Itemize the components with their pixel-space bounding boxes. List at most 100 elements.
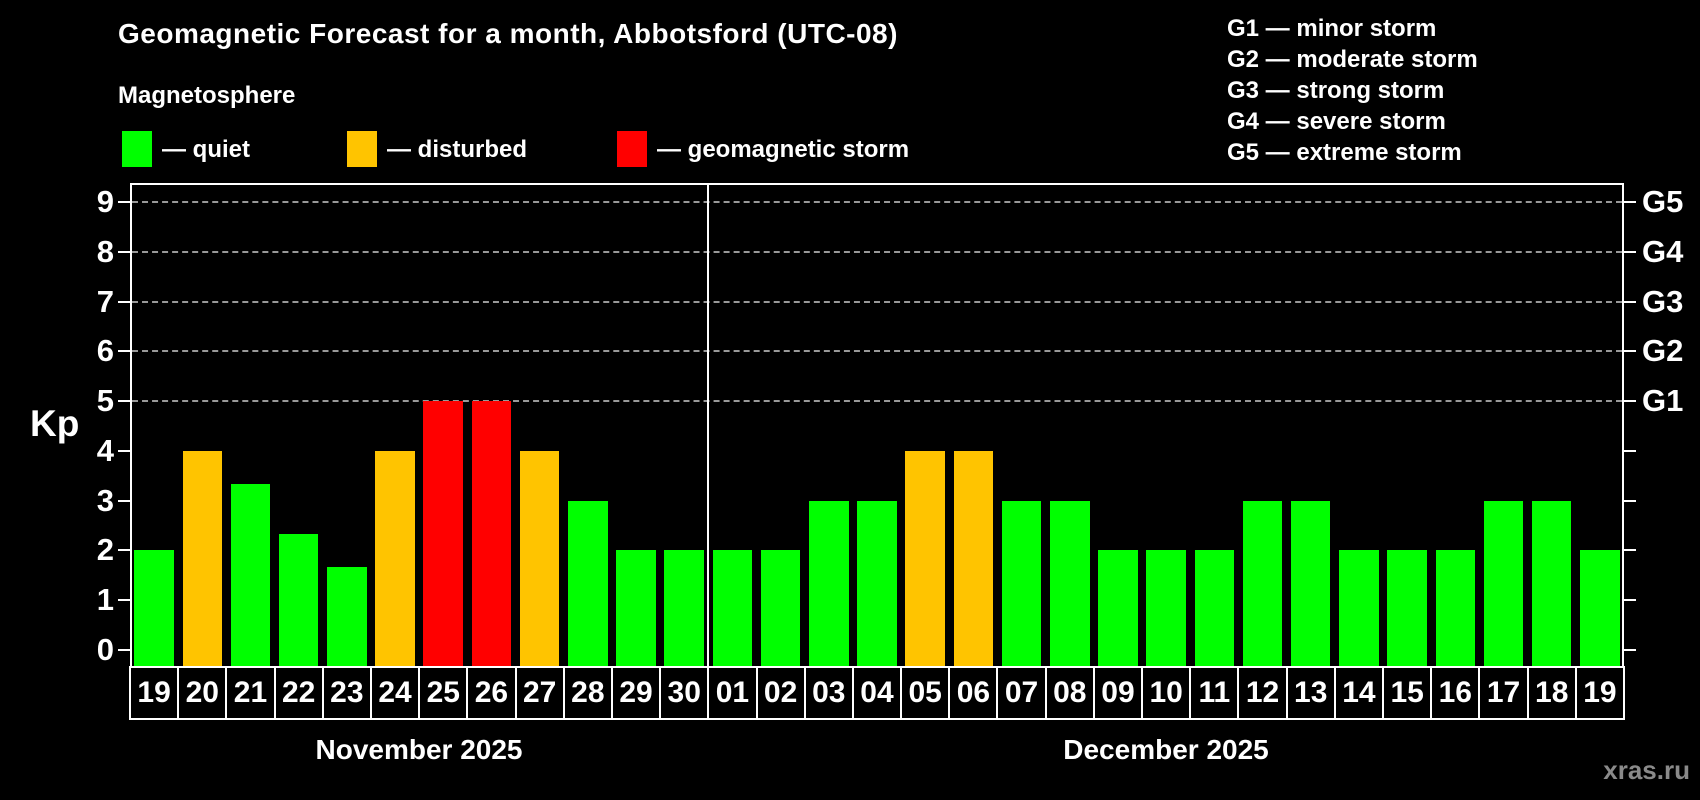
g-axis-tick [1624, 549, 1636, 552]
day-label: 04 [851, 666, 903, 720]
day-label: 13 [1285, 666, 1336, 720]
day-label: 28 [562, 666, 613, 720]
y-axis-tick [118, 300, 130, 303]
y-axis-tick [118, 599, 130, 602]
y-axis-title: Kp [30, 403, 80, 444]
kp-bar [809, 500, 849, 666]
y-axis-tick [118, 350, 130, 353]
g-axis-tick [1624, 599, 1636, 602]
kp-bar [760, 550, 801, 666]
y-axis-label: 6 [96, 333, 114, 369]
kp-bar [1194, 550, 1235, 666]
day-label: 23 [321, 666, 372, 720]
g-scale-item: G1 — minor storm [1227, 15, 1437, 42]
kp-bar [616, 550, 656, 666]
y-axis-tick [118, 400, 130, 403]
y-axis-label: 1 [96, 582, 114, 618]
g-axis-tick [1624, 350, 1636, 353]
g-axis-label: G4 [1642, 233, 1684, 269]
day-label: 19 [129, 666, 180, 720]
kp-bar [1001, 500, 1042, 666]
gridline [132, 350, 1622, 353]
y-axis-tick [118, 499, 130, 502]
kp-bar [1483, 500, 1524, 666]
g-scale-item: G2 — moderate storm [1227, 46, 1478, 73]
kp-bar [1387, 550, 1427, 666]
chart-title: Geomagnetic Forecast for a month, Abbots… [118, 18, 898, 49]
kp-bar [1435, 550, 1476, 666]
g-axis-label: G2 [1642, 333, 1684, 369]
day-label: 02 [755, 666, 806, 720]
day-label: 16 [1430, 666, 1481, 720]
y-axis-label: 5 [96, 383, 114, 419]
kp-bar [327, 566, 367, 666]
g-axis-tick [1624, 649, 1636, 651]
kp-bar [1242, 500, 1283, 666]
storm-swatch-icon [617, 131, 647, 167]
kp-bar [230, 484, 271, 666]
day-label: 09 [1092, 666, 1144, 720]
kp-bar [1290, 500, 1331, 666]
day-label: 20 [177, 666, 228, 720]
kp-bar [1580, 550, 1620, 666]
y-axis-tick [118, 549, 130, 552]
watermark: xras.ru [1603, 755, 1690, 785]
gridline [132, 300, 1622, 303]
storm-legend-label: — geomagnetic storm [657, 136, 910, 163]
day-label: 05 [900, 666, 951, 720]
g-axis-tick [1624, 449, 1636, 452]
y-axis-tick [118, 250, 130, 253]
kp-bar [1146, 550, 1186, 666]
kp-bar [664, 550, 704, 666]
day-label: 19 [1574, 666, 1625, 720]
status-legend: — quiet — disturbed — geomagnetic storm [0, 131, 1100, 169]
day-label: 14 [1333, 666, 1385, 720]
day-label: 24 [369, 666, 421, 720]
y-axis-label: 7 [96, 283, 114, 319]
kp-bar [568, 500, 608, 666]
day-label: 01 [707, 666, 758, 720]
y-axis-tick [118, 449, 130, 452]
day-label: 25 [418, 666, 469, 720]
kp-bar [1531, 500, 1572, 666]
kp-bar [1339, 550, 1379, 666]
disturbed-legend-label: — disturbed [387, 136, 528, 163]
day-label: 29 [610, 666, 662, 720]
day-label: 17 [1478, 666, 1529, 720]
kp-bar [905, 450, 945, 666]
day-label: 06 [948, 666, 999, 720]
magnetosphere-label: Magnetosphere [118, 82, 296, 109]
quiet-swatch-icon [122, 131, 152, 167]
g-axis-tick [1624, 499, 1636, 502]
y-axis-label: 0 [96, 632, 114, 667]
kp-bar [1098, 550, 1138, 666]
g-axis-label: G3 [1642, 283, 1684, 319]
kp-bar [134, 550, 174, 666]
quiet-legend-label: — quiet [162, 136, 250, 163]
kp-bar [375, 450, 415, 666]
g-axis-label: G5 [1642, 184, 1684, 219]
gridline [132, 250, 1622, 253]
g-scale-item: G4 — severe storm [1227, 108, 1446, 135]
day-label: 15 [1382, 666, 1433, 720]
g-axis-tick [1624, 201, 1636, 203]
kp-bar [182, 450, 223, 666]
gridline [132, 201, 1622, 203]
disturbed-swatch-icon [347, 131, 377, 167]
y-axis-label: 2 [96, 532, 114, 568]
g-scale-item: G3 — strong storm [1227, 77, 1445, 104]
g-axis-tick [1624, 250, 1636, 253]
month-divider-line [707, 183, 710, 666]
day-label: 27 [514, 666, 565, 720]
day-label: 18 [1526, 666, 1577, 720]
g-axis-label: G1 [1642, 383, 1684, 419]
y-axis-tick [118, 649, 130, 651]
kp-bar [423, 401, 463, 666]
kp-bar [471, 401, 512, 666]
day-label: 03 [803, 666, 854, 720]
y-axis-label: 3 [96, 482, 114, 518]
y-axis-label: 4 [96, 432, 114, 468]
kp-bar [712, 550, 753, 666]
g-scale-legend: G1 — minor storm G2 — moderate storm G3 — … [1227, 13, 1478, 168]
day-label: 12 [1237, 666, 1288, 720]
